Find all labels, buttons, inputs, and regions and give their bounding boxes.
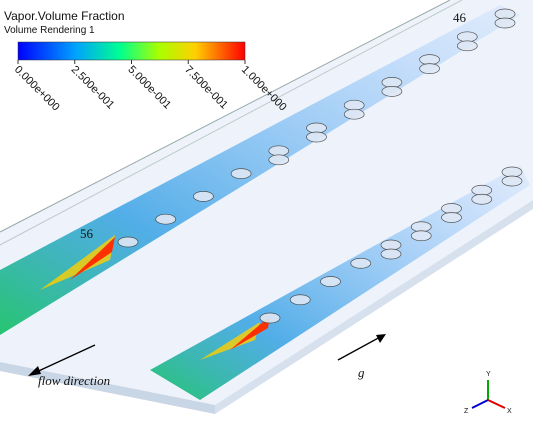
bubble xyxy=(320,276,341,287)
colorbar-tick-label: 0.000e+000 xyxy=(12,64,62,114)
bubble xyxy=(230,168,252,179)
bubble xyxy=(381,86,403,97)
legend-subtitle: Volume Rendering 1 xyxy=(4,25,95,36)
bubble xyxy=(471,193,493,205)
bubble xyxy=(494,8,516,20)
bubble xyxy=(343,99,365,111)
g-label: g xyxy=(358,365,365,380)
plate-side xyxy=(215,200,533,414)
legend-title: Vapor.Volume Fraction xyxy=(4,9,125,23)
bubble xyxy=(380,248,402,260)
hot-zone xyxy=(40,235,115,290)
bubble xyxy=(117,236,139,248)
colorbar-ramp xyxy=(17,41,246,61)
colorbar-tick-label: 2.500e-001 xyxy=(69,64,117,112)
plate-edge xyxy=(0,362,215,414)
flow-arrow xyxy=(31,344,96,375)
bubble xyxy=(471,184,493,196)
bubble xyxy=(306,131,327,143)
plate-line xyxy=(0,0,451,233)
bubble xyxy=(501,175,523,187)
bubble xyxy=(410,230,432,242)
arrow-head xyxy=(28,366,41,376)
bubble xyxy=(419,63,440,74)
triad-label: Z xyxy=(464,408,469,415)
colorbar-tick-label: 7.500e-001 xyxy=(182,64,230,112)
bubble xyxy=(456,40,478,52)
bubble xyxy=(410,221,432,233)
colorbar-tick-label: 5.000e-001 xyxy=(125,64,173,112)
bubble xyxy=(155,213,177,225)
triad-label: X xyxy=(507,408,512,415)
g-arrow xyxy=(337,335,383,361)
bubble xyxy=(259,312,281,324)
bubble xyxy=(494,17,516,29)
hot-zone xyxy=(230,316,270,350)
bubble xyxy=(343,108,365,120)
flow-label: flow direction xyxy=(38,373,110,388)
triad-z xyxy=(471,399,489,409)
plate-top xyxy=(0,0,533,405)
bubbles xyxy=(117,8,523,324)
bubble xyxy=(289,294,311,306)
bubble-label: 56 xyxy=(80,226,94,241)
bubble xyxy=(441,212,462,223)
colorbar: Vapor.Volume Fraction Volume Rendering 1… xyxy=(4,9,289,113)
bubble xyxy=(350,257,372,269)
bubble xyxy=(268,145,290,157)
bubble xyxy=(193,191,214,202)
bubble xyxy=(268,154,290,166)
axis-triad: Y X Z xyxy=(464,371,512,415)
plate-line xyxy=(0,0,463,246)
bubble xyxy=(380,239,402,251)
triad-x xyxy=(487,399,506,409)
bubble-label: 46 xyxy=(453,10,467,25)
hot-zone xyxy=(200,322,260,360)
bubble xyxy=(441,203,462,214)
bubble xyxy=(381,77,403,88)
bubble xyxy=(456,31,478,43)
bubble xyxy=(419,54,440,65)
hot-zone xyxy=(70,237,115,280)
bubble xyxy=(306,122,327,134)
arrow-head xyxy=(376,334,386,343)
triad-label: Y xyxy=(486,371,491,378)
bubble xyxy=(501,166,523,178)
